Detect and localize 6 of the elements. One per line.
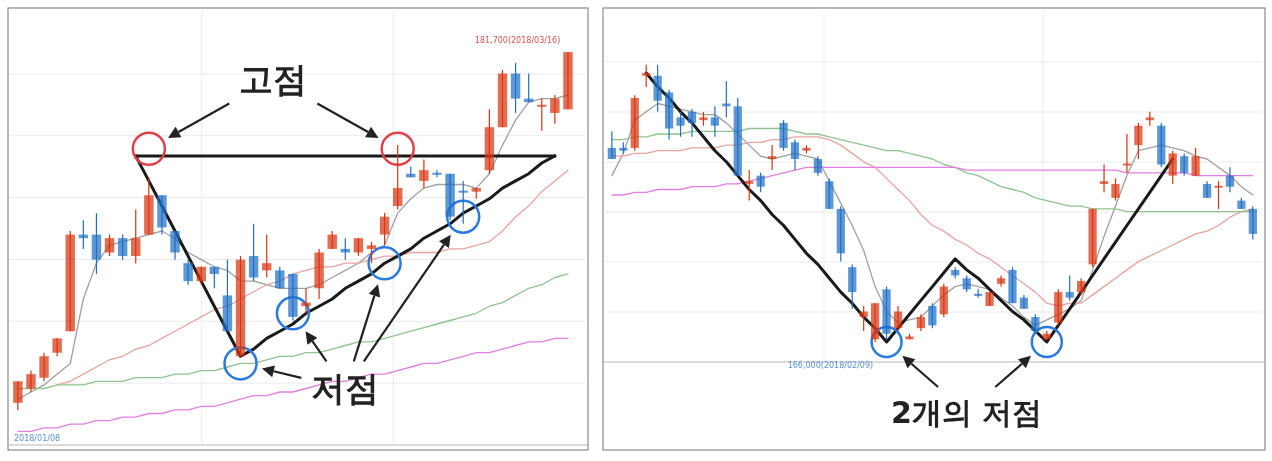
annotation: 저점 xyxy=(311,368,380,409)
text: 2018/01/08 xyxy=(14,434,61,443)
annotation: 고점 xyxy=(239,58,308,99)
text: 166,000(2018/02/09) xyxy=(787,361,874,371)
text: 2개의 저점 xyxy=(891,394,1043,430)
text: 181,700(2018/03/16) xyxy=(474,36,561,46)
